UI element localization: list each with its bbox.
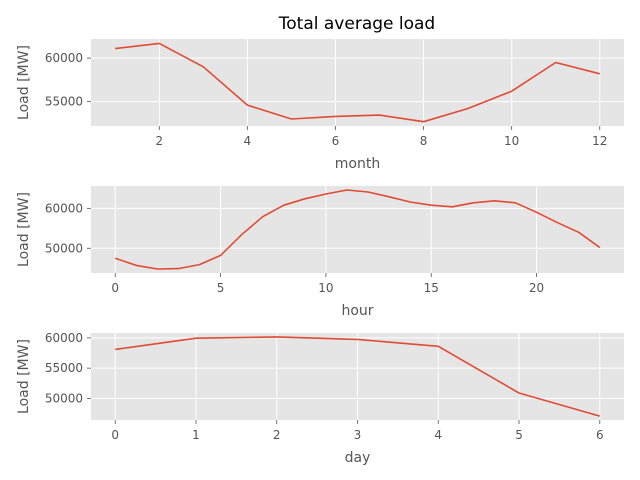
x-tick-label: 5 [515, 428, 523, 442]
x-tick-label: 20 [529, 281, 544, 295]
subplot-hour: 0 5 10 15 20 50000 60000 hour Load [MW] [16, 186, 624, 319]
x-tick-label: 0 [111, 281, 119, 295]
y-axis-label: Load [MW] [16, 339, 32, 414]
y-tick-label: 60000 [45, 51, 83, 65]
x-axis-label: hour [341, 303, 373, 319]
x-tick-label: 1 [192, 428, 200, 442]
y-tick-label: 50000 [45, 241, 83, 255]
chart-title: Total average load [278, 14, 435, 34]
subplot-month: 2 4 6 8 10 12 55000 60000 month Load [MW] [16, 39, 624, 172]
x-tick-label: 2 [273, 428, 281, 442]
x-axis-label: day [345, 450, 371, 466]
x-tick-label: 6 [596, 428, 604, 442]
y-axis-label: Load [MW] [16, 192, 32, 267]
x-tick-label: 4 [244, 134, 252, 148]
x-tick-label: 5 [217, 281, 225, 295]
series-line-day [115, 336, 601, 417]
x-axis-label: month [335, 156, 380, 172]
x-tick-label: 8 [420, 134, 428, 148]
x-tick-label: 0 [111, 428, 119, 442]
x-tick-label: 12 [592, 134, 607, 148]
y-tick-label: 60000 [45, 331, 83, 345]
x-tick-label: 6 [332, 134, 340, 148]
subplot-day: 0 1 2 3 4 5 6 50000 55000 60000 day Load [MW] [16, 331, 624, 466]
x-tick-label: 15 [424, 281, 439, 295]
x-tick-label: 10 [318, 281, 333, 295]
x-tick-label: 10 [504, 134, 519, 148]
x-tick-label: 3 [354, 428, 362, 442]
plot-area-month [91, 39, 624, 126]
y-tick-label: 55000 [45, 95, 83, 109]
y-tick-label: 55000 [45, 361, 83, 375]
y-tick-label: 50000 [45, 391, 83, 405]
series-line-hour [114, 189, 601, 270]
x-tick-label: 2 [155, 134, 163, 148]
plot-area-hour [91, 186, 624, 273]
y-tick-label: 60000 [45, 201, 83, 215]
y-axis-label: Load [MW] [16, 45, 32, 120]
x-tick-label: 4 [434, 428, 442, 442]
series-line-month [115, 42, 600, 123]
